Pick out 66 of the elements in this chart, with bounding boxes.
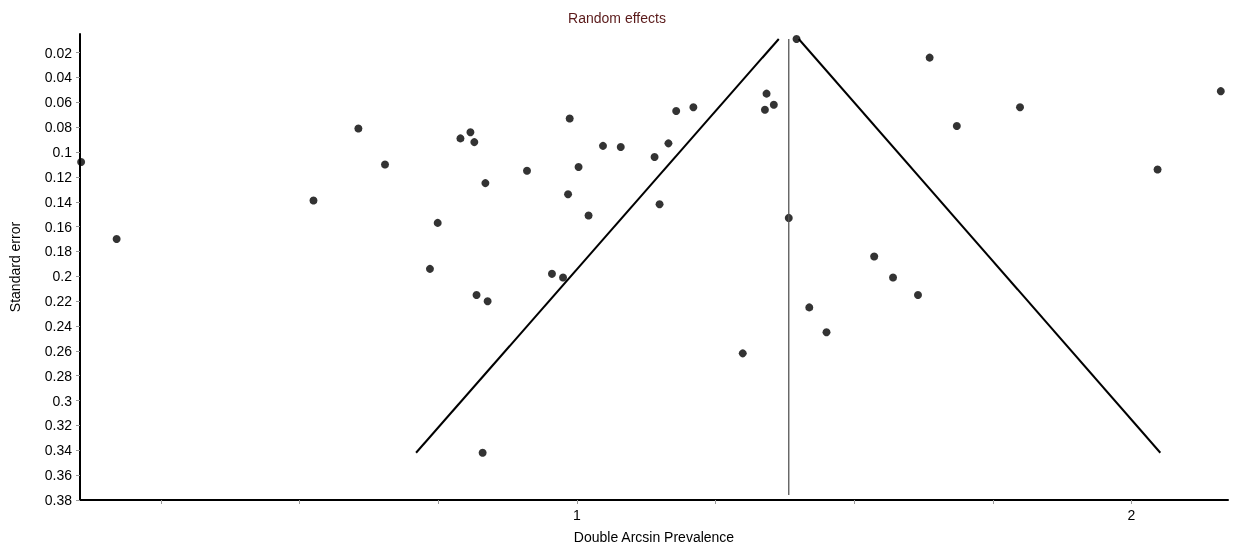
y-tick-label: 0.08 bbox=[44, 119, 73, 136]
point bbox=[466, 128, 475, 137]
chart-title: Random effects bbox=[568, 10, 666, 26]
point bbox=[472, 290, 481, 299]
point bbox=[1016, 103, 1025, 112]
point bbox=[762, 89, 771, 98]
point bbox=[77, 158, 86, 166]
point bbox=[470, 138, 479, 147]
point bbox=[769, 100, 778, 109]
point bbox=[952, 121, 961, 130]
point bbox=[738, 349, 747, 358]
y-tick-label: 0.24 bbox=[44, 318, 73, 335]
point bbox=[925, 53, 934, 62]
y-tick-label: 0.12 bbox=[44, 168, 73, 185]
point bbox=[481, 179, 490, 188]
point bbox=[478, 448, 487, 457]
y-tick-label: 0.18 bbox=[44, 243, 73, 260]
point bbox=[822, 328, 831, 337]
point bbox=[564, 190, 573, 199]
point bbox=[689, 103, 698, 112]
point bbox=[650, 153, 659, 162]
point bbox=[112, 235, 121, 244]
y-tick-label: 0.32 bbox=[44, 417, 73, 434]
y-tick-label: 0.2 bbox=[52, 268, 73, 285]
point bbox=[547, 269, 556, 278]
y-tick-label: 0.34 bbox=[44, 442, 73, 459]
y-tick-label: 0.38 bbox=[44, 492, 73, 508]
point bbox=[559, 273, 568, 282]
point bbox=[655, 200, 664, 209]
point bbox=[584, 211, 593, 220]
point bbox=[1216, 87, 1225, 96]
y-tick-label: 0.22 bbox=[44, 293, 73, 310]
point bbox=[456, 134, 465, 143]
y-tick-label: 0.16 bbox=[44, 218, 73, 235]
point bbox=[760, 105, 769, 114]
point bbox=[433, 218, 442, 227]
y-tick-label: 0.1 bbox=[52, 144, 73, 161]
point bbox=[870, 252, 879, 261]
point bbox=[598, 141, 607, 150]
point bbox=[616, 143, 625, 152]
point bbox=[889, 273, 898, 282]
point bbox=[425, 264, 434, 273]
point bbox=[805, 303, 814, 312]
point bbox=[309, 196, 318, 205]
point bbox=[381, 160, 390, 169]
x-tick-label: 1 bbox=[573, 507, 582, 523]
point bbox=[664, 139, 673, 148]
y-tick-label: 0.26 bbox=[44, 342, 73, 359]
y-tick-label: 0.28 bbox=[44, 367, 73, 384]
point bbox=[523, 166, 531, 175]
point bbox=[672, 107, 681, 116]
point bbox=[913, 290, 922, 299]
y-tick-label: 0.06 bbox=[44, 94, 73, 111]
y-axis-title: Standard error bbox=[7, 221, 23, 313]
point bbox=[1153, 165, 1162, 174]
y-tick-label: 0.02 bbox=[44, 44, 73, 61]
y-tick-label: 0.14 bbox=[44, 193, 73, 210]
point bbox=[565, 114, 574, 123]
point bbox=[574, 162, 583, 171]
y-tick-label: 0.36 bbox=[44, 467, 73, 484]
point bbox=[483, 297, 492, 306]
x-tick-label: 2 bbox=[1127, 507, 1136, 523]
y-tick-label: 0.3 bbox=[52, 392, 73, 409]
y-tick-label: 0.04 bbox=[44, 69, 73, 86]
point bbox=[354, 124, 363, 133]
x-axis-title: Double Arcsin Prevalence bbox=[573, 529, 735, 545]
